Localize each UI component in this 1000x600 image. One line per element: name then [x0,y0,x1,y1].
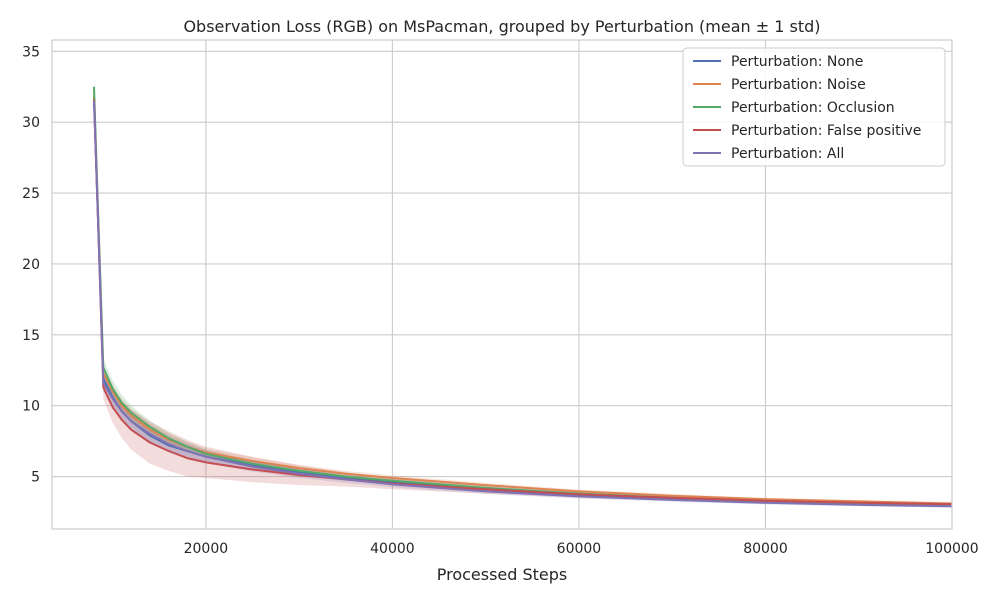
series-line [93,99,953,506]
y-tick-labels: 5 10 15 20 25 30 35 [22,44,40,485]
legend: Perturbation: None Perturbation: Noise Per… [682,47,946,167]
series-line [93,95,953,505]
x-tick-label: 60000 [557,541,602,557]
x-tick-label: 100000 [925,541,978,557]
y-tick-label: 5 [31,470,40,486]
std-bands [94,72,952,508]
plot-frame [51,39,953,530]
legend-label: Perturbation: All [731,146,844,162]
y-tick-label: 35 [22,44,40,60]
x-tick-label: 40000 [370,541,415,557]
x-tick-labels: 20000 40000 60000 80000 100000 [184,541,979,557]
y-tick-label: 25 [22,186,40,202]
y-tick-label: 15 [22,328,40,344]
legend-box [682,47,946,167]
y-tick-label: 10 [22,399,40,415]
chart-title: Observation Loss (RGB) on MsPacman, grou… [183,17,820,36]
series-line [93,100,953,508]
legend-label: Perturbation: False positive [731,123,921,139]
series-lines [93,86,953,508]
legend-label: Perturbation: None [731,54,863,70]
legend-label: Perturbation: Noise [731,77,866,93]
x-tick-label: 80000 [743,541,788,557]
y-tick-label: 30 [22,115,40,131]
y-tick-label: 20 [22,257,40,273]
legend-label: Perturbation: Occlusion [731,100,895,116]
std-band [94,88,952,506]
x-axis-label: Processed Steps [437,565,568,584]
x-tick-label: 20000 [184,541,229,557]
